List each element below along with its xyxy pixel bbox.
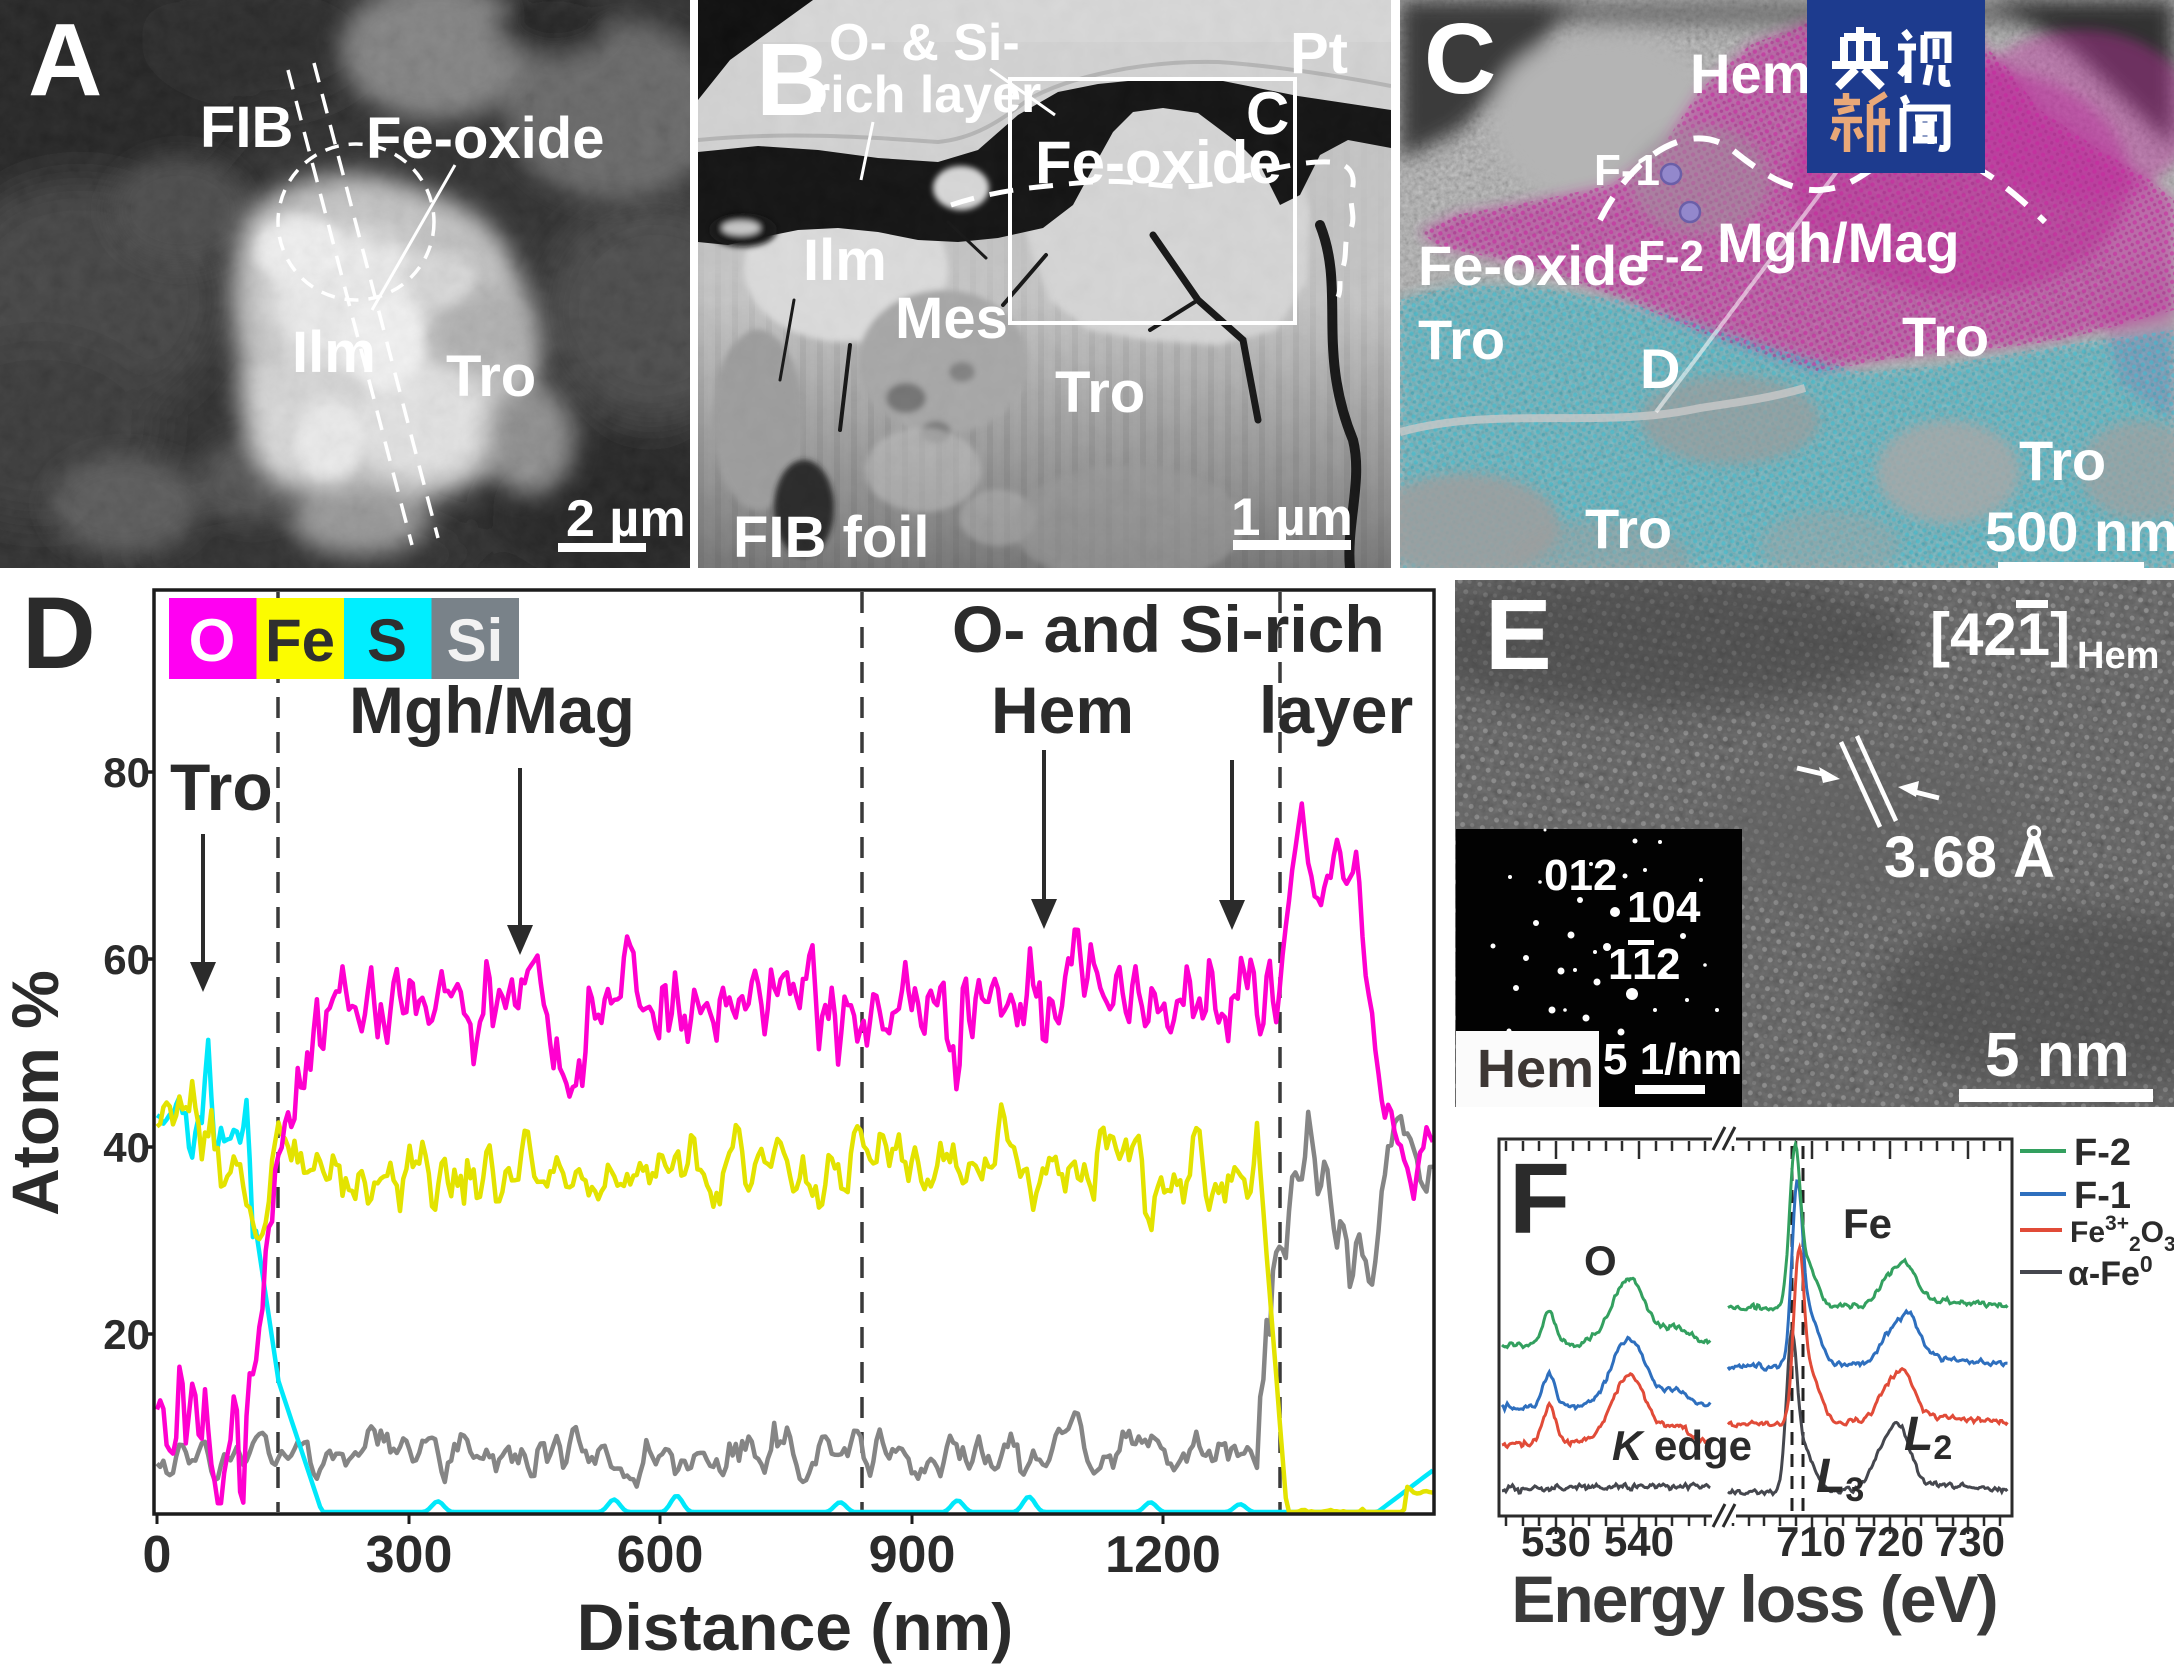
svg-text:α-Fe0: α-Fe0 xyxy=(2068,1251,2153,1293)
svg-text:[421]: [421] xyxy=(1930,601,2070,668)
svg-text:80: 80 xyxy=(103,749,150,796)
svg-text:Tro: Tro xyxy=(1902,305,1989,368)
svg-text:Tro: Tro xyxy=(1055,360,1145,425)
svg-text:C: C xyxy=(1424,3,1496,115)
svg-text:540: 540 xyxy=(1604,1518,1674,1565)
svg-text:104: 104 xyxy=(1627,883,1701,932)
svg-text:Mgh/Mag: Mgh/Mag xyxy=(349,673,635,747)
svg-text:Hem: Hem xyxy=(2077,635,2159,677)
svg-text:D: D xyxy=(1640,337,1680,400)
svg-text:Hem: Hem xyxy=(1690,42,1811,105)
svg-text:Ilm: Ilm xyxy=(803,228,887,293)
svg-text:500 nm: 500 nm xyxy=(1985,500,2174,563)
svg-text:Tro: Tro xyxy=(1585,497,1672,560)
svg-text:E: E xyxy=(1485,580,1552,691)
svg-text:60: 60 xyxy=(103,936,150,983)
svg-text:1: 1 xyxy=(1608,940,1632,989)
svg-text:B: B xyxy=(756,22,830,137)
svg-text:900: 900 xyxy=(869,1526,956,1584)
svg-text:F-1: F-1 xyxy=(1594,146,1660,195)
svg-text:5 1/nm: 5 1/nm xyxy=(1603,1035,1742,1084)
svg-text:O: O xyxy=(1584,1237,1617,1284)
svg-text:012: 012 xyxy=(1544,851,1617,900)
svg-text:600: 600 xyxy=(617,1526,704,1584)
svg-text:F: F xyxy=(1509,1143,1570,1255)
svg-text:Distance (nm): Distance (nm) xyxy=(577,1590,1013,1664)
svg-text:O- and Si-rich: O- and Si-rich xyxy=(952,592,1385,666)
svg-text:1200: 1200 xyxy=(1105,1526,1221,1584)
svg-text:Ilm: Ilm xyxy=(292,320,376,385)
svg-text:Mgh/Mag: Mgh/Mag xyxy=(1717,211,1960,274)
svg-text:Mes: Mes xyxy=(895,286,1008,351)
svg-text:Energy loss (eV): Energy loss (eV) xyxy=(1511,1562,1996,1636)
svg-text:F-1: F-1 xyxy=(2074,1175,2131,1217)
svg-text:Fe-oxide: Fe-oxide xyxy=(1418,234,1648,297)
svg-text:S: S xyxy=(367,607,407,674)
svg-text:730: 730 xyxy=(1935,1518,2005,1565)
svg-text:Fe-oxide: Fe-oxide xyxy=(366,106,605,171)
svg-text:710: 710 xyxy=(1776,1518,1846,1565)
svg-text:530: 530 xyxy=(1521,1518,1591,1565)
svg-text:Tro: Tro xyxy=(170,750,273,824)
svg-text:300: 300 xyxy=(366,1526,453,1584)
svg-text:Fe: Fe xyxy=(265,607,335,674)
svg-text:2 µm: 2 µm xyxy=(566,490,686,548)
svg-text:O: O xyxy=(189,607,236,674)
svg-text:Pt: Pt xyxy=(1290,21,1348,86)
svg-text:Fe3+2O3: Fe3+2O3 xyxy=(2070,1212,2174,1256)
svg-text:Tro: Tro xyxy=(2019,429,2106,492)
svg-text:FIB foil: FIB foil xyxy=(733,505,930,568)
svg-text:40: 40 xyxy=(103,1124,150,1171)
svg-text:Si: Si xyxy=(447,607,504,674)
svg-text:5 nm: 5 nm xyxy=(1985,1021,2130,1090)
svg-text:1 µm: 1 µm xyxy=(1231,488,1353,547)
svg-text:20: 20 xyxy=(103,1311,150,1358)
svg-text:720: 720 xyxy=(1854,1518,1924,1565)
svg-text:Fe: Fe xyxy=(1843,1200,1892,1247)
svg-text:layer: layer xyxy=(1259,673,1413,747)
svg-text:1: 1 xyxy=(1632,940,1656,989)
svg-text:F-2: F-2 xyxy=(1638,232,1704,281)
svg-text:F-2: F-2 xyxy=(2074,1132,2131,1174)
svg-text:D: D xyxy=(22,576,96,690)
svg-text:C: C xyxy=(1246,80,1289,147)
svg-text:Tro: Tro xyxy=(446,344,536,409)
svg-text:A: A xyxy=(28,2,102,117)
svg-text:Tro: Tro xyxy=(1418,308,1505,371)
svg-text:rich layer: rich layer xyxy=(810,66,1041,124)
svg-text:FIB: FIB xyxy=(200,95,293,160)
svg-text:0: 0 xyxy=(143,1526,172,1584)
svg-text:Atom %: Atom % xyxy=(0,970,72,1216)
svg-text:K edge: K edge xyxy=(1612,1422,1752,1469)
svg-text:Hem: Hem xyxy=(991,673,1134,747)
svg-text:Hem: Hem xyxy=(1477,1039,1594,1099)
svg-text:2: 2 xyxy=(1656,940,1680,989)
svg-text:O- & Si-: O- & Si- xyxy=(829,14,1020,72)
svg-text:3.68 Å: 3.68 Å xyxy=(1884,825,2055,890)
svg-text:Fe-oxide: Fe-oxide xyxy=(1035,129,1282,196)
